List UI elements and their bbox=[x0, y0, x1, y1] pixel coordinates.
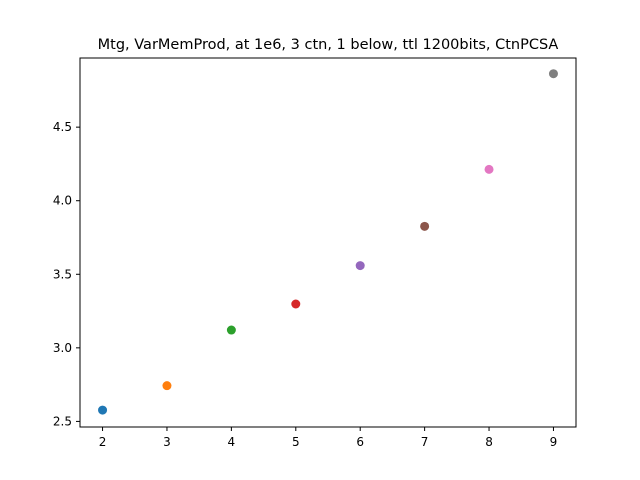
y-tick-label: 3.5 bbox=[53, 267, 72, 281]
x-tick-label: 7 bbox=[421, 435, 429, 449]
data-point bbox=[355, 261, 365, 271]
x-axis: 2 3 4 5 6 7 8 9 bbox=[99, 427, 558, 449]
x-tick-label: 6 bbox=[356, 435, 364, 449]
x-tick-label: 2 bbox=[99, 435, 107, 449]
y-axis: 2.5 3.0 3.5 4.0 4.5 bbox=[53, 120, 80, 428]
chart-title: Mtg, VarMemProd, at 1e6, 3 ctn, 1 below,… bbox=[98, 37, 559, 53]
x-tick-label: 8 bbox=[485, 435, 493, 449]
plot-area-frame bbox=[79, 57, 577, 428]
data-point bbox=[484, 164, 494, 174]
data-point bbox=[420, 221, 430, 231]
x-tick-label: 4 bbox=[228, 435, 236, 449]
y-tick-label: 4.0 bbox=[53, 194, 72, 208]
data-point bbox=[548, 69, 558, 79]
data-point bbox=[291, 299, 301, 309]
data-point bbox=[162, 381, 172, 391]
x-tick-label: 9 bbox=[550, 435, 558, 449]
data-point bbox=[226, 325, 236, 335]
y-tick-label: 2.5 bbox=[53, 414, 72, 428]
data-points bbox=[98, 69, 558, 415]
x-tick-label: 5 bbox=[292, 435, 300, 449]
data-point bbox=[98, 405, 108, 415]
x-tick-label: 3 bbox=[163, 435, 171, 449]
y-tick-label: 4.5 bbox=[53, 120, 72, 134]
y-tick-label: 3.0 bbox=[53, 341, 72, 355]
